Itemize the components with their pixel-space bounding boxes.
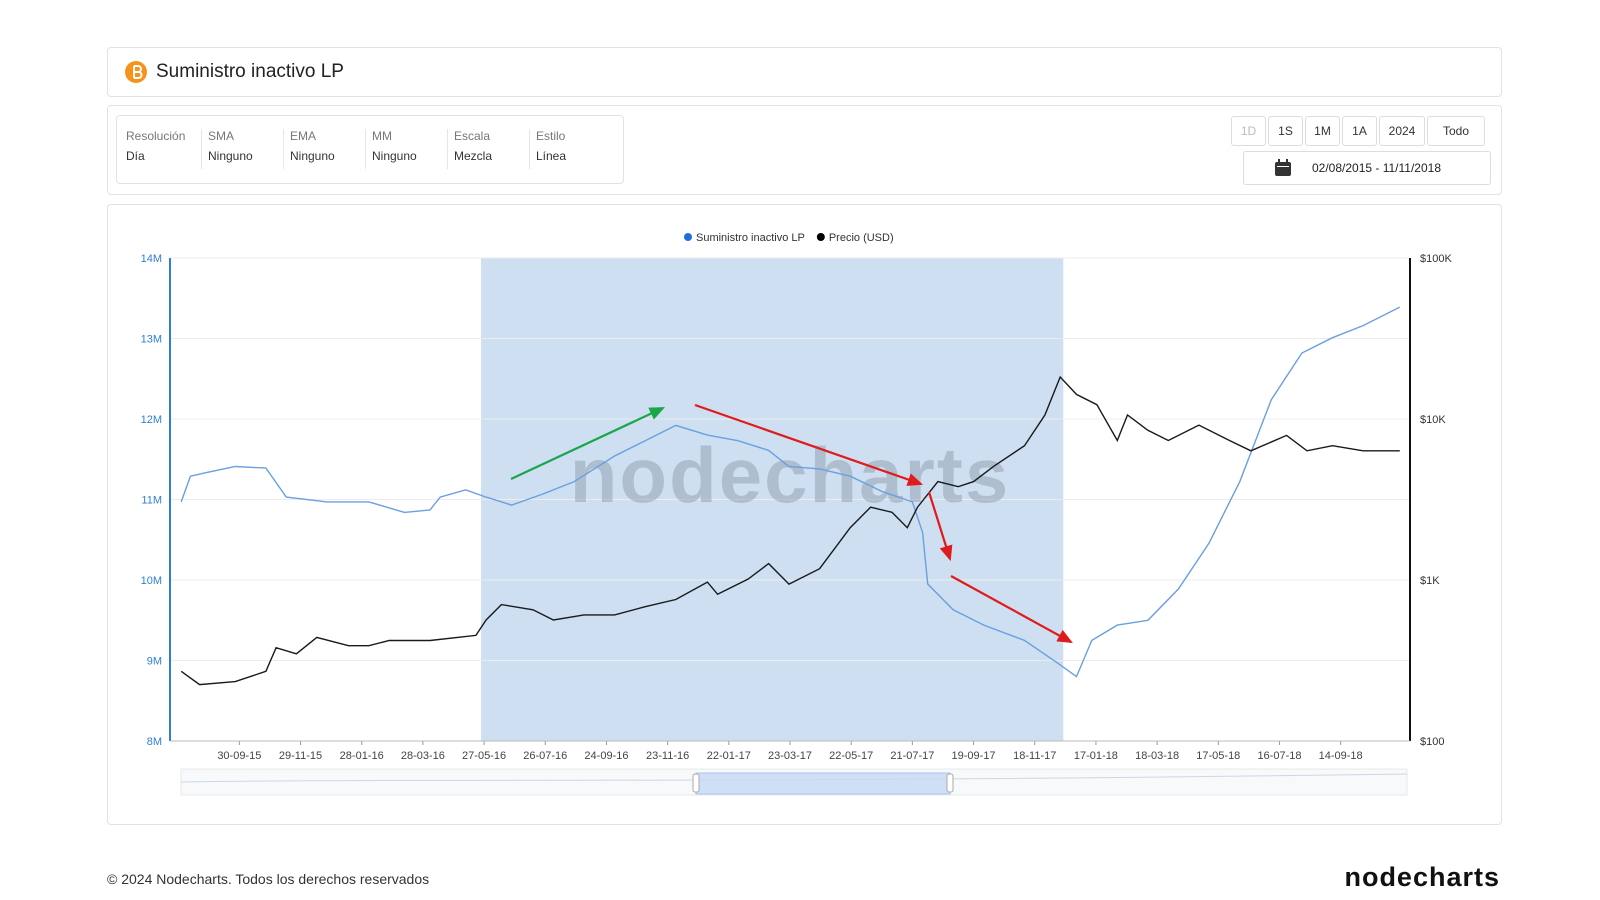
control-value: Ninguno	[290, 149, 335, 163]
control-label: SMA	[208, 129, 235, 143]
control-value: Línea	[536, 149, 567, 163]
x-tick-label: 18-03-18	[1135, 750, 1179, 762]
legend-dot	[684, 233, 692, 241]
copyright: © 2024 Nodecharts. Todos los derechos re…	[107, 871, 430, 887]
annotation-arrow	[950, 575, 1073, 644]
control-label: EMA	[290, 129, 317, 143]
annotation-arrow	[510, 407, 665, 480]
control-value: Mezcla	[454, 149, 493, 163]
control[interactable]: MM Ninguno	[372, 129, 448, 169]
date-picker[interactable]: 02/08/2015 - 11/11/2018	[1243, 151, 1491, 185]
annotation-arrow	[694, 403, 924, 486]
control[interactable]: EMA Ninguno	[290, 129, 366, 169]
legend-label: Precio (USD)	[829, 232, 894, 244]
x-tick-label: 17-01-18	[1074, 750, 1118, 762]
legend-dot	[816, 233, 825, 241]
bitcoin-icon	[125, 61, 147, 83]
calendar-icon	[1275, 159, 1291, 176]
y-tick-label: 11M	[141, 495, 162, 507]
y2-tick-label: $100	[1420, 736, 1444, 748]
x-tick-label: 23-03-17	[768, 750, 812, 762]
y2-tick-label: $100K	[1420, 253, 1452, 265]
y-tick-label: 8M	[147, 736, 162, 748]
x-tick-label: 14-09-18	[1319, 750, 1363, 762]
control[interactable]: Estilo Línea	[536, 129, 611, 169]
x-tick-label: 22-05-17	[829, 750, 873, 762]
y-tick-label: 14M	[141, 253, 162, 265]
control-value: Ninguno	[372, 149, 417, 163]
range-button[interactable]: 1S	[1268, 116, 1303, 146]
range-button[interactable]: Todo	[1427, 116, 1485, 146]
range-buttons: 1D 1S 1M 1A 2024 Todo	[1231, 106, 1491, 146]
control-label: MM	[372, 129, 392, 143]
controls-card: Resolución Día SMA Ninguno EMA Ninguno MM Ningu…	[107, 105, 1502, 195]
series-line	[180, 375, 1400, 686]
navigator-handle[interactable]	[692, 773, 700, 793]
control-label: Escala	[454, 129, 491, 143]
footer-logo[interactable]: nodecharts	[1344, 862, 1500, 892]
x-tick-label: 22-01-17	[707, 750, 751, 762]
navigator-line	[180, 773, 1408, 783]
navigator-handle[interactable]	[946, 773, 954, 793]
series-line	[180, 306, 1401, 678]
controls-box: Resolución Día SMA Ninguno EMA Ninguno MM Ningu…	[116, 115, 624, 184]
y-tick-label: 13M	[141, 334, 162, 346]
control-value: Ninguno	[208, 149, 253, 163]
title-card: Suministro inactivo LP	[107, 47, 1502, 97]
x-tick-label: 26-07-16	[523, 750, 567, 762]
x-tick-label: 16-07-18	[1257, 750, 1301, 762]
control[interactable]: Escala Mezcla	[454, 129, 530, 169]
x-tick-label: 19-09-17	[952, 750, 996, 762]
date-range: 02/08/2015 - 11/11/2018	[1312, 161, 1441, 175]
x-tick-label: 28-01-16	[340, 750, 384, 762]
watermark: nodecharts	[570, 431, 1010, 519]
control[interactable]: Resolución Día	[126, 129, 202, 169]
y-tick-label: 10M	[141, 575, 162, 587]
range-button[interactable]: 1D	[1231, 116, 1266, 146]
x-tick-label: 29-11-15	[279, 750, 322, 762]
page-title: Suministro inactivo LP	[156, 61, 344, 82]
x-tick-label: 30-09-15	[217, 750, 261, 762]
x-tick-label: 24-09-16	[584, 750, 628, 762]
control[interactable]: SMA Ninguno	[208, 129, 284, 169]
x-tick-label: 28-03-16	[401, 750, 445, 762]
x-tick-label: 17-05-18	[1196, 750, 1240, 762]
legend-label: Suministro inactivo LP	[696, 232, 805, 244]
y-tick-label: 12M	[141, 414, 162, 426]
range-button[interactable]: 2024	[1379, 116, 1425, 146]
y2-tick-label: $10K	[1420, 414, 1446, 426]
control-label: Estilo	[536, 129, 566, 143]
x-tick-label: 23-11-16	[646, 750, 689, 762]
x-tick-label: 27-05-16	[462, 750, 506, 762]
range-button[interactable]: 1M	[1305, 116, 1340, 146]
annotation-arrow	[927, 491, 953, 562]
y2-tick-label: $1K	[1420, 575, 1440, 587]
x-tick-label: 21-07-17	[890, 750, 934, 762]
x-tick-label: 18-11-17	[1013, 750, 1056, 762]
range-button[interactable]: 1A	[1342, 116, 1377, 146]
control-label: Resolución	[126, 129, 186, 143]
y-tick-label: 9M	[147, 656, 162, 668]
navigator-window	[695, 772, 951, 795]
control-value: Día	[126, 149, 145, 163]
